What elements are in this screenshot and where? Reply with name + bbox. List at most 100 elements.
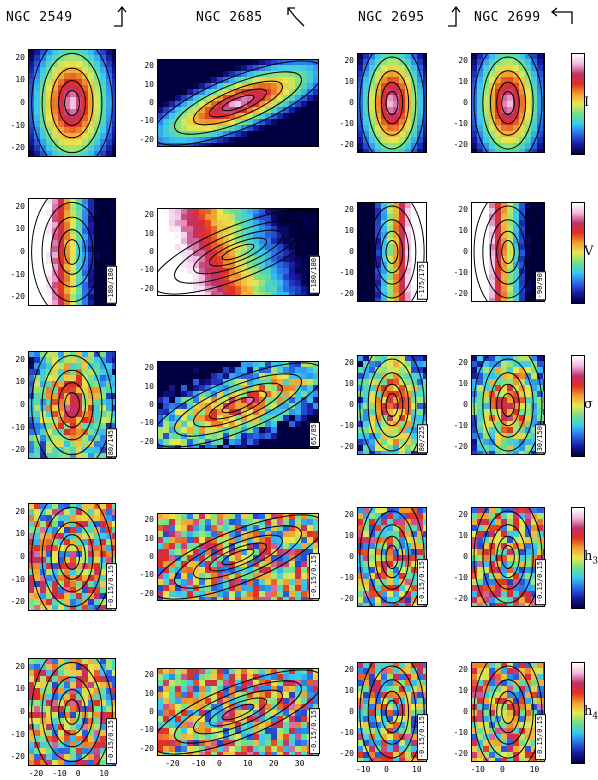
colorbar [571, 53, 585, 155]
y-tick-label: 0 [349, 400, 354, 409]
galaxy-name-header: NGC 2695 [358, 10, 425, 25]
y-tick-label: -10 [10, 120, 25, 130]
colorbar [571, 202, 585, 304]
y-tick-label: -10 [453, 728, 468, 737]
y-tick-label: 10 [458, 77, 468, 86]
y-tick-label: -10 [139, 265, 154, 275]
y-tick-label: 10 [15, 224, 25, 234]
y-tick-label: 10 [15, 75, 25, 85]
y-tick-label: -20 [339, 594, 354, 603]
y-tick-label: -10 [139, 725, 154, 735]
y-tick-label: -20 [139, 436, 154, 446]
orientation-arrow-icon [287, 7, 305, 27]
y-tick-label: 0 [20, 400, 25, 409]
y-tick-label: 0 [149, 552, 154, 561]
y-tick-label: 10 [144, 688, 154, 698]
y-tick-label: -20 [453, 594, 468, 603]
y-tick-label: 20 [344, 358, 354, 367]
y-tick-label: -10 [453, 421, 468, 430]
map-image [471, 355, 545, 455]
y-tick-label: -10 [10, 422, 25, 432]
y-tick-label: 20 [144, 363, 154, 373]
map-panel: 20 10 0 -10 -20 30/150 [454, 355, 546, 455]
y-tick-label: 0 [349, 552, 354, 561]
galaxy-name-header: NGC 2699 [474, 10, 541, 25]
map-image [157, 59, 319, 147]
y-tick-label: 0 [463, 98, 468, 107]
map-panel: 20 10 0 -10 -20 -180/180 [11, 198, 117, 306]
x-tick-label: 20 [268, 759, 279, 768]
y-tick-label: 10 [15, 377, 25, 387]
y-tick-label: -20 [339, 289, 354, 298]
y-tick-label: 0 [149, 400, 154, 409]
y-tick-label: -20 [10, 597, 25, 607]
quantity-subscript: 3 [592, 556, 598, 567]
y-tick-label: 20 [344, 56, 354, 65]
y-tick-label: 20 [344, 665, 354, 674]
colorbar [571, 662, 585, 764]
y-tick-label: 20 [15, 52, 25, 62]
y-tick-label: -20 [10, 445, 25, 455]
y-tick-label: -10 [339, 119, 354, 128]
y-tick-label: 20 [458, 665, 468, 674]
y-tick-label: 20 [15, 354, 25, 364]
y-tick-label: 10 [144, 228, 154, 238]
x-tick-label: -10 [191, 759, 206, 768]
map-panel: 20 10 0 -10 -20 -0.15/0.15 [340, 507, 428, 607]
colorbar-quantity-label: V [584, 244, 593, 259]
x-tick-label: 0 [75, 769, 81, 778]
map-image [28, 198, 116, 306]
map-image [357, 202, 427, 302]
y-tick-label: 0 [149, 707, 154, 716]
y-tick-label: -10 [339, 268, 354, 277]
value-range-label: -175/175 [417, 262, 428, 300]
y-tick-label: -20 [139, 283, 154, 293]
map-image [471, 507, 545, 607]
value-range-label: -0.15/0.15 [106, 562, 117, 609]
y-tick-label: 0 [20, 552, 25, 561]
y-tick-label: 0 [20, 98, 25, 107]
x-tick-label: 10 [412, 765, 422, 774]
x-tick-label: 10 [529, 765, 540, 774]
map-panel: 20 10 0 -10 -20 80/225 [340, 355, 428, 455]
y-tick-label: 10 [144, 79, 154, 89]
map-panel: 20 10 0 -10 -20 -0.15/0.15 -10 0 10 [454, 662, 546, 774]
map-image [28, 503, 116, 611]
x-tick-label: 0 [384, 765, 389, 774]
x-tick-label: -20 [28, 769, 44, 778]
quantity-symbol: σ [584, 397, 593, 412]
y-tick-label: -10 [139, 418, 154, 428]
y-tick-label: 10 [344, 686, 354, 695]
map-panel: 20 10 0 -10 -20 -0.15/0.15 [140, 513, 320, 601]
y-tick-label: 0 [20, 247, 25, 256]
quantity-symbol: V [584, 244, 594, 259]
y-tick-label: -10 [139, 570, 154, 580]
map-panel: 20 10 0 -10 -20 -0.15/0.15 -10 0 10 [340, 662, 428, 774]
value-range-label: -180/180 [106, 266, 117, 304]
map-image [357, 662, 427, 762]
y-tick-label: 20 [344, 510, 354, 519]
y-tick-label: 20 [458, 205, 468, 214]
y-tick-label: 10 [458, 531, 468, 540]
y-tick-label: 10 [458, 226, 468, 235]
y-tick-label: 20 [144, 670, 154, 680]
y-tick-label: -20 [10, 752, 25, 762]
map-panel: 20 10 0 -10 -20 80/145 [11, 351, 117, 459]
colorbar-quantity-label: I [584, 95, 589, 110]
map-panel: 20 10 0 -10 -20 -0.15/0.15 [454, 507, 546, 607]
value-range-label: -0.15/0.15 [309, 552, 320, 599]
colorbar [571, 355, 585, 457]
map-panel: 20 10 0 -10 -20 -90/90 [454, 202, 546, 302]
y-tick-label: -20 [453, 749, 468, 758]
map-panel: 20 10 0 -10 -20 [140, 59, 319, 147]
value-range-label: 80/225 [417, 423, 428, 453]
y-tick-label: -10 [339, 728, 354, 737]
y-tick-label: 10 [144, 533, 154, 543]
map-panel: 20 10 0 -10 -20 -0.15/0.15 [11, 503, 117, 611]
galaxy-name-header: NGC 2685 [196, 10, 263, 25]
map-image [357, 53, 427, 153]
y-tick-label: 0 [149, 247, 154, 256]
orientation-arrow-icon [448, 5, 461, 27]
colorbar-quantity-label: h3 [584, 549, 598, 567]
y-tick-label: 20 [144, 515, 154, 525]
